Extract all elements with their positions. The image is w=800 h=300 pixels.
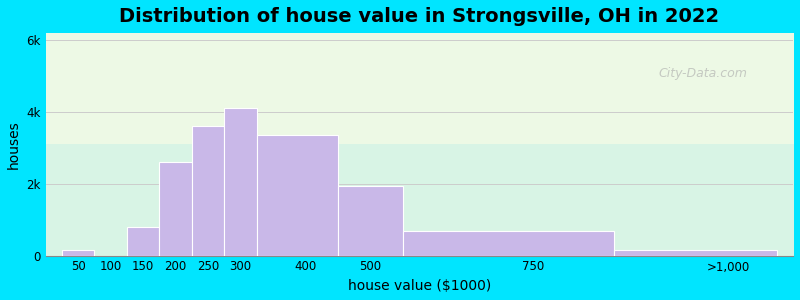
X-axis label: house value ($1000): house value ($1000) [348,279,491,293]
Bar [338,186,403,256]
Bar [257,135,338,256]
Bar [403,230,614,256]
Text: City-Data.com: City-Data.com [658,67,747,80]
Bar [225,108,257,256]
Bar [159,162,192,256]
Bar [192,126,225,256]
Title: Distribution of house value in Strongsville, OH in 2022: Distribution of house value in Strongsvi… [119,7,719,26]
Bar [614,250,777,256]
Bar [62,250,94,256]
Bar [127,227,159,256]
Y-axis label: houses: houses [7,120,21,169]
